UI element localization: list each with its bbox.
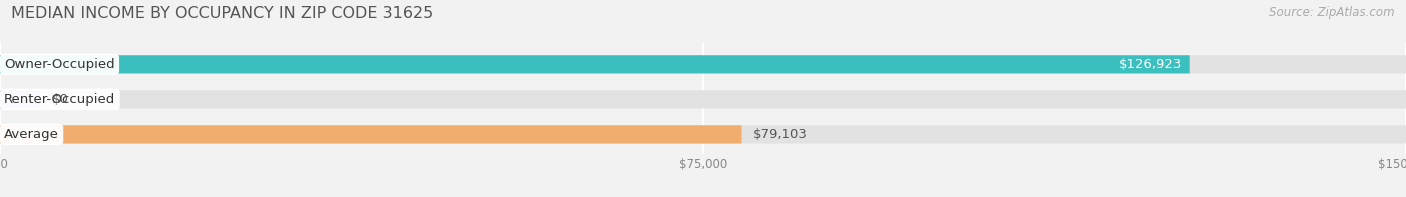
Text: Source: ZipAtlas.com: Source: ZipAtlas.com bbox=[1270, 6, 1395, 19]
FancyBboxPatch shape bbox=[0, 55, 1189, 73]
Text: $126,923: $126,923 bbox=[1119, 58, 1182, 71]
FancyBboxPatch shape bbox=[0, 125, 741, 143]
FancyBboxPatch shape bbox=[0, 90, 39, 109]
Text: $0: $0 bbox=[52, 93, 69, 106]
Text: MEDIAN INCOME BY OCCUPANCY IN ZIP CODE 31625: MEDIAN INCOME BY OCCUPANCY IN ZIP CODE 3… bbox=[11, 6, 433, 21]
Text: Owner-Occupied: Owner-Occupied bbox=[4, 58, 115, 71]
FancyBboxPatch shape bbox=[0, 125, 1406, 143]
Text: Average: Average bbox=[4, 128, 59, 141]
Text: $79,103: $79,103 bbox=[752, 128, 807, 141]
FancyBboxPatch shape bbox=[0, 90, 1406, 109]
FancyBboxPatch shape bbox=[0, 55, 1406, 73]
Text: Renter-Occupied: Renter-Occupied bbox=[4, 93, 115, 106]
